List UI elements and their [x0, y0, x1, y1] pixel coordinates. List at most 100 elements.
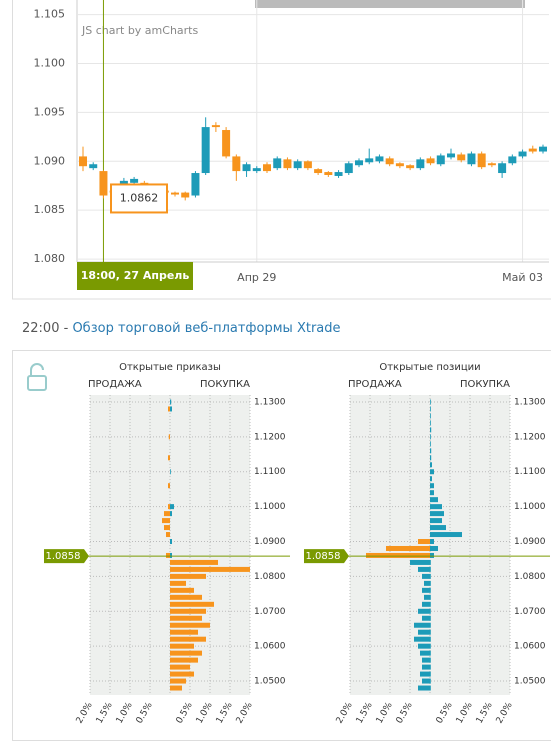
- bar: [170, 587, 194, 593]
- candle-body: [467, 153, 476, 165]
- bar: [430, 636, 431, 642]
- chart-credit: JS chart by amCharts: [81, 24, 198, 37]
- bar: [430, 552, 434, 558]
- bar: [170, 664, 190, 670]
- cursor-label-box: [77, 262, 193, 290]
- candle-body: [528, 148, 537, 152]
- y-tick-label: 1.1300: [514, 397, 546, 407]
- candle-body: [232, 156, 241, 172]
- candle-body: [324, 172, 333, 175]
- bar: [430, 685, 431, 691]
- x-tick-label: Май 03: [502, 271, 543, 284]
- bar: [162, 518, 170, 524]
- candle-body: [344, 163, 353, 174]
- bar: [170, 511, 172, 517]
- bar: [422, 657, 430, 663]
- bar: [418, 608, 430, 614]
- bar: [430, 601, 431, 607]
- y-tick-label: 1.0900: [514, 537, 546, 547]
- bar: [430, 622, 431, 628]
- bar: [430, 539, 434, 545]
- candle-body: [436, 155, 445, 165]
- bar: [430, 671, 431, 677]
- bar: [166, 552, 170, 558]
- bar: [424, 580, 430, 586]
- y-tick-label: 1.1000: [514, 502, 546, 512]
- candle-body: [171, 192, 179, 195]
- candle-body: [130, 178, 139, 183]
- candle-body: [498, 163, 507, 174]
- bar: [430, 657, 431, 663]
- candle-body: [477, 153, 486, 168]
- candle-body: [457, 154, 466, 161]
- y-tick-label: 1.085: [34, 203, 66, 216]
- news-link[interactable]: Обзор торговой веб-платформы Xtrade: [72, 321, 340, 336]
- bar: [170, 399, 172, 405]
- candle-body: [89, 164, 98, 169]
- candle-body: [242, 164, 251, 172]
- bar: [170, 594, 202, 600]
- candle-body: [426, 158, 435, 164]
- y-tick-label: 1.1100: [254, 467, 286, 477]
- bar: [414, 622, 430, 628]
- bar: [422, 573, 430, 579]
- bar: [424, 594, 430, 600]
- y-tick-label: 1.0700: [254, 607, 286, 617]
- bar: [430, 629, 431, 635]
- side-label: ПРОДАЖА: [348, 379, 402, 390]
- bar: [430, 580, 431, 586]
- bar: [170, 601, 214, 607]
- y-tick-label: 1.0900: [254, 537, 286, 547]
- y-tick-label: 1.0800: [254, 572, 286, 582]
- y-tick-label: 1.0700: [514, 607, 546, 617]
- bar: [430, 497, 438, 503]
- news-item[interactable]: 22:00 - Обзор торговой веб-платформы Xtr…: [22, 321, 341, 336]
- bar: [422, 678, 430, 684]
- bar: [430, 427, 432, 433]
- candle-body: [539, 146, 547, 152]
- candle-body: [355, 160, 363, 166]
- cursor-label: 18:00, 27 Апрель: [81, 269, 190, 282]
- bar: [418, 539, 430, 545]
- bar: [430, 545, 438, 551]
- bar: [430, 608, 431, 614]
- bar: [170, 643, 194, 649]
- candle-body: [416, 159, 425, 169]
- candle-body: [365, 158, 374, 163]
- bar: [430, 594, 431, 600]
- tooltip-value: 1.0862: [120, 191, 159, 204]
- bar: [386, 545, 430, 551]
- candle-body: [406, 165, 415, 169]
- bar: [168, 483, 170, 489]
- bar: [430, 532, 462, 538]
- candle-body: [303, 161, 312, 169]
- bar: [170, 406, 172, 412]
- bar: [170, 615, 202, 621]
- candle-body: [181, 192, 190, 198]
- candle-body: [119, 180, 128, 186]
- bar: [418, 629, 430, 635]
- news-time: 22:00: [22, 321, 59, 336]
- bar: [170, 622, 210, 628]
- candle-body: [79, 156, 87, 167]
- bar: [422, 601, 430, 607]
- bar: [430, 504, 442, 510]
- bar: [418, 566, 430, 572]
- bar: [170, 636, 206, 642]
- candle-body: [263, 164, 271, 172]
- bar: [170, 559, 218, 565]
- y-tick-label: 1.080: [34, 252, 66, 265]
- bar: [430, 664, 431, 670]
- bar: [410, 559, 430, 565]
- bar: [164, 525, 170, 531]
- lock-icon[interactable]: [27, 363, 47, 391]
- bar: [170, 650, 202, 656]
- candle-body: [508, 156, 517, 164]
- price-label: 1.0858: [306, 551, 341, 562]
- bar: [430, 441, 431, 447]
- candle-body: [222, 130, 231, 157]
- bar: [430, 573, 431, 579]
- y-tick-label: 1.1200: [254, 432, 286, 442]
